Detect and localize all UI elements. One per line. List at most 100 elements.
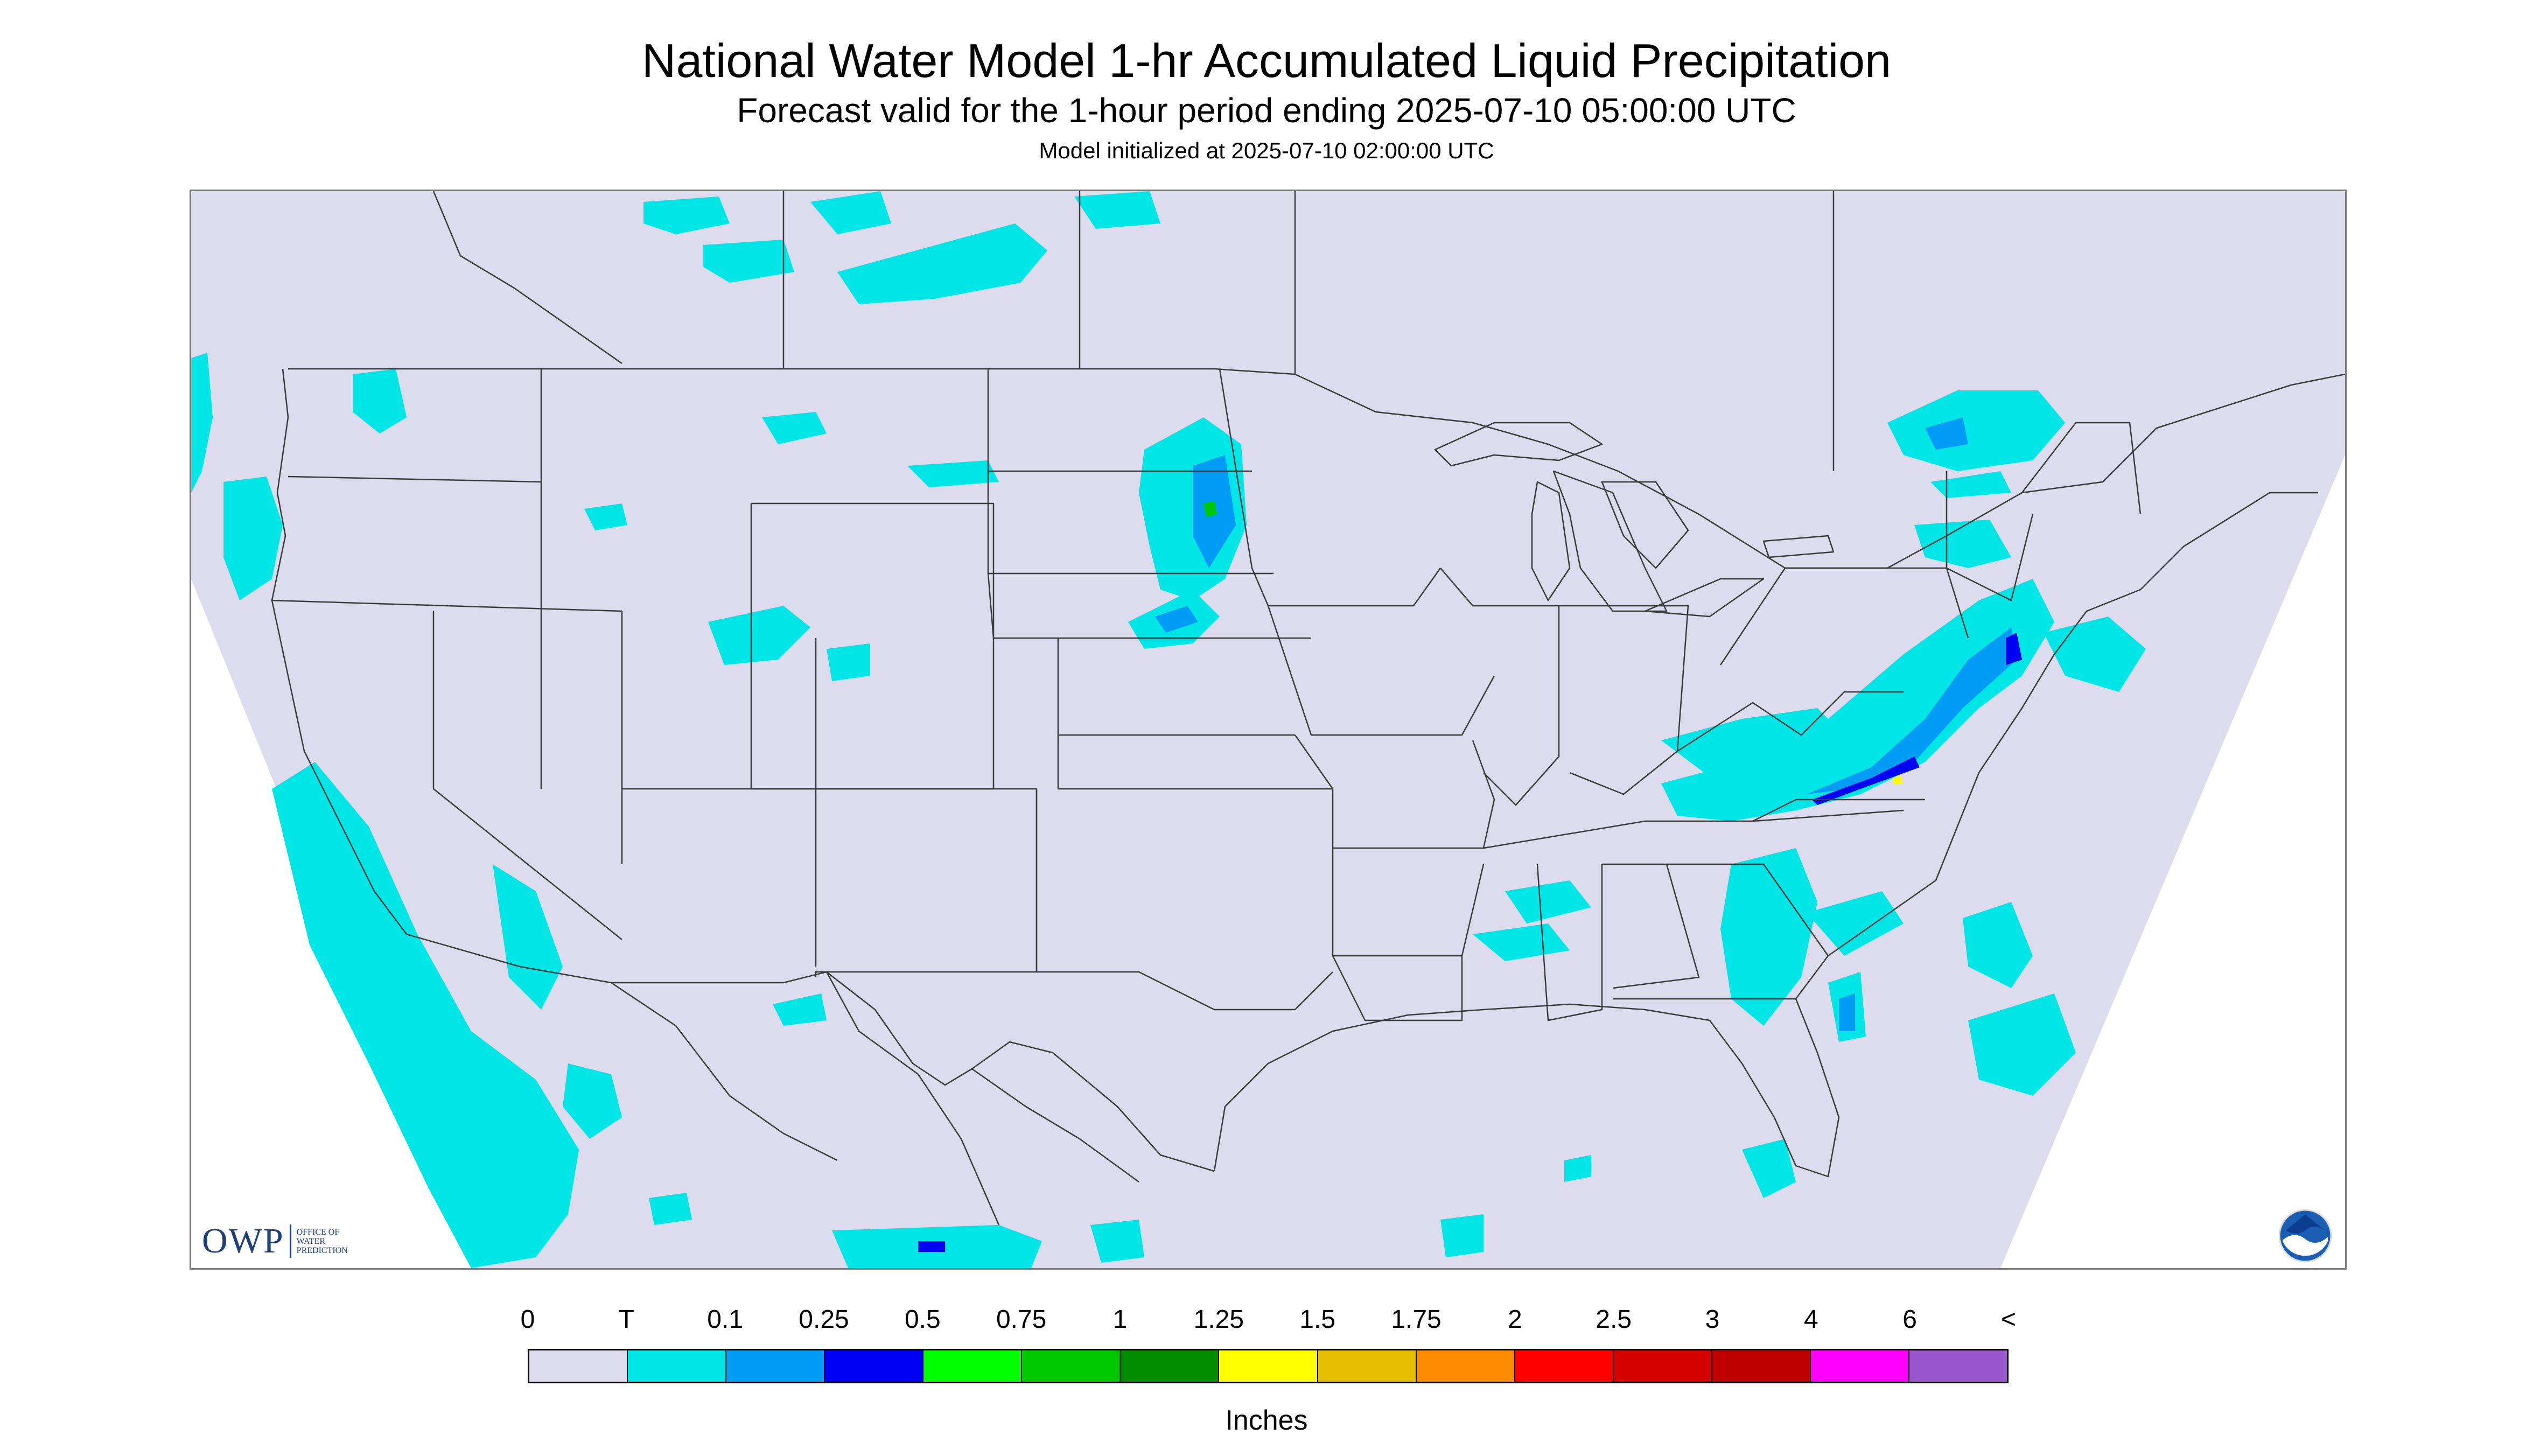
owp-logo-text: OWP <box>202 1221 284 1261</box>
precip-area-carolinas <box>1807 891 1904 956</box>
lake-michigan <box>1531 481 1571 601</box>
precip-area-canada-1 <box>643 197 730 234</box>
state-line-wa-or <box>288 475 542 483</box>
legend-tick-label: < <box>2000 1305 2017 1334</box>
precip-area-pacific-2 <box>493 864 563 1010</box>
precip-area-pacific <box>272 762 579 1268</box>
legend-swatch <box>529 1350 628 1382</box>
precip-area-gulf <box>1564 1155 1591 1182</box>
precip-area-ohio-valley <box>1661 708 1850 773</box>
precip-area-texas <box>773 993 827 1026</box>
legend-tick-label: 1.5 <box>1299 1305 1336 1334</box>
legend-units-label: Inches <box>1225 1405 1308 1436</box>
precip-area-pacific-3 <box>563 1063 622 1139</box>
legend-swatch <box>628 1350 727 1382</box>
precip-area-colorado <box>708 606 810 665</box>
precipitation-map: OWP OFFICE OF WATER PREDICTION <box>190 190 2347 1270</box>
precip-area-atlantic-2 <box>1968 993 2076 1096</box>
legend-color-bar <box>528 1349 2009 1383</box>
legend-tick-label: 0.75 <box>996 1305 1047 1334</box>
mexico-line-2 <box>825 971 1000 1226</box>
precip-area-quebec <box>1887 390 2065 471</box>
model-init-line: Model initialized at 2025-07-10 02:00:00… <box>1039 138 1494 163</box>
precip-area-mexico-2 <box>1090 1220 1144 1263</box>
legend-tick-label: 4 <box>1803 1305 1818 1334</box>
precip-trace-areas <box>191 191 2146 1268</box>
legend-swatch <box>726 1350 825 1382</box>
precip-core-nebraska <box>1155 606 1198 633</box>
page-title: National Water Model 1-hr Accumulated Li… <box>641 34 1892 87</box>
precip-core-quebec <box>1925 417 1968 450</box>
precip-area-georgia <box>1720 848 1817 1026</box>
precip-very-heavy-virginia <box>1893 775 1902 785</box>
canada-line-5 <box>432 191 622 365</box>
state-line-ky-tn <box>1483 809 1904 849</box>
state-line-sd-ne <box>987 573 1311 639</box>
precip-area-montana-2 <box>907 460 999 487</box>
state-line-or-ca <box>271 599 622 612</box>
precip-area-montana <box>762 412 827 444</box>
precip-area-canada-3 <box>810 191 891 234</box>
state-line-pa-ny <box>1719 567 1969 666</box>
legend-swatch <box>825 1350 924 1382</box>
legend-tick-label: 0 <box>520 1305 535 1334</box>
precip-very-heavy-dakotas <box>1203 501 1217 517</box>
legend-tick-label: 3 <box>1705 1305 1720 1334</box>
precip-area-sw <box>649 1193 692 1225</box>
precip-area-ny <box>1914 520 2011 568</box>
precip-heavy-mexico <box>918 1241 945 1252</box>
state-line-ga-sc <box>1667 863 1829 956</box>
legend-tick-label: 1 <box>1112 1305 1128 1334</box>
legend-swatch <box>1712 1350 1811 1382</box>
state-line-wv-va <box>1677 691 1904 752</box>
precip-area-pnw-3 <box>353 369 407 433</box>
precip-core-atlantic <box>1839 993 1855 1031</box>
legend-tick-label: 0.1 <box>707 1305 744 1334</box>
precip-area-canada-2 <box>703 240 794 283</box>
precip-very-heavy-areas <box>1203 501 1902 785</box>
precip-heavy-nj <box>2006 633 2022 665</box>
precip-area-mississippi <box>1505 880 1591 923</box>
state-line-ar <box>1332 848 1485 957</box>
precip-area-colorado-2 <box>827 643 870 681</box>
legend-tick-label: 1.25 <box>1193 1305 1244 1334</box>
precip-area-quebec-2 <box>1930 471 2011 498</box>
state-line-wi-il <box>1440 568 1560 806</box>
precip-heavy-areas <box>918 633 2022 1252</box>
state-line-ks-ok <box>1057 735 1333 790</box>
legend-swatch <box>1810 1350 1909 1382</box>
precip-heavy-mid-atlantic <box>1812 757 1920 805</box>
legend-tick-label: 1.75 <box>1391 1305 1442 1334</box>
owp-logo: OWP OFFICE OF WATER PREDICTION <box>202 1221 361 1262</box>
mexico-line-1 <box>611 982 838 1161</box>
owp-logo-subtext: OFFICE OF WATER PREDICTION <box>296 1227 348 1255</box>
precip-area-utah <box>584 503 627 530</box>
lake-superior <box>1434 422 1603 467</box>
us-west-coast <box>271 368 407 935</box>
state-line-ms-al <box>1536 864 1603 1021</box>
state-line-ia <box>1267 605 1495 736</box>
owp-logo-divider <box>289 1224 291 1258</box>
legend-tick-label: 2 <box>1507 1305 1522 1334</box>
legend-tick-label: 0.25 <box>799 1305 849 1334</box>
state-line-nc-va <box>1752 799 1925 822</box>
precip-area-pnw-coast <box>191 353 213 493</box>
legend-tick-label: T <box>618 1305 634 1334</box>
precip-core-mid-atlantic <box>1807 627 2017 794</box>
legend-swatch <box>1219 1350 1318 1382</box>
legend-swatch <box>1613 1350 1712 1382</box>
legend-swatch <box>1909 1350 2007 1382</box>
state-line-mi <box>1552 470 1668 612</box>
state-line-nm <box>815 788 1038 977</box>
legend-tick-label: 6 <box>1902 1305 1918 1334</box>
legend-swatch <box>923 1350 1023 1382</box>
legend-swatch <box>1515 1350 1614 1382</box>
us-mexico-border <box>406 933 1215 1172</box>
map-canvas <box>191 191 2345 1268</box>
precip-area-canada-5 <box>1074 191 1160 229</box>
legend-swatch <box>1121 1350 1220 1382</box>
us-canada-border <box>288 368 2345 569</box>
state-line-al-ga <box>1602 863 1700 989</box>
political-boundaries <box>271 191 2345 1226</box>
precip-area-florida <box>1742 1139 1796 1198</box>
